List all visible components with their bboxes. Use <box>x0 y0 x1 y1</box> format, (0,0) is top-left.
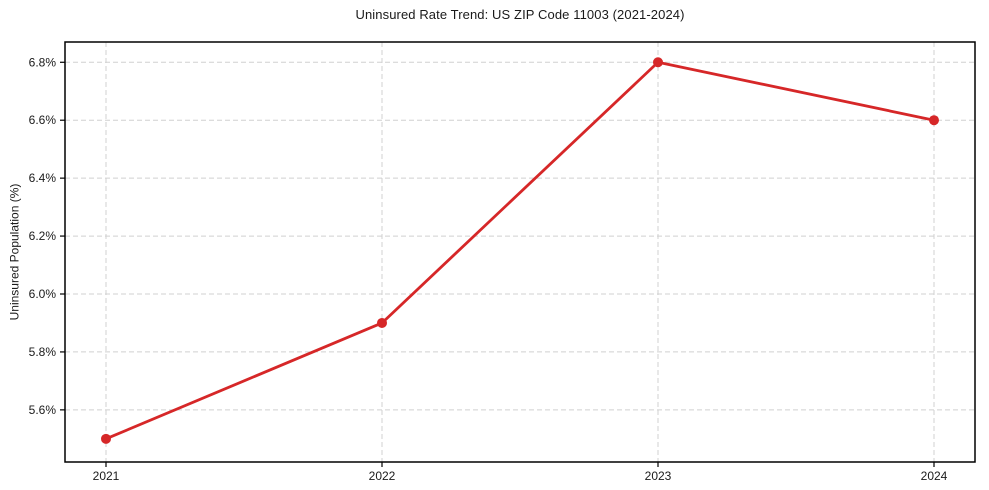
y-tick-label: 6.6% <box>29 113 57 127</box>
x-tick-label: 2021 <box>93 469 120 483</box>
y-tick-label: 6.8% <box>29 55 57 69</box>
data-point <box>653 57 663 68</box>
y-tick-label: 6.0% <box>29 287 57 301</box>
trend-line <box>104 60 936 441</box>
data-point <box>929 115 939 126</box>
gridlines <box>65 42 975 462</box>
data-point <box>101 433 111 444</box>
y-tick-label: 5.8% <box>29 345 57 359</box>
x-tick-label: 2023 <box>645 469 672 483</box>
y-tick-label: 6.2% <box>29 229 57 243</box>
plot-border <box>64 41 976 463</box>
data-point <box>377 317 387 328</box>
x-tick-label: 2022 <box>369 469 396 483</box>
tick-marks <box>60 61 935 467</box>
y-tick-label: 5.6% <box>29 403 57 417</box>
y-tick-label: 6.4% <box>29 171 57 185</box>
chart-title: Uninsured Rate Trend: US ZIP Code 11003 … <box>355 7 685 22</box>
x-tick-label: 2024 <box>921 469 948 483</box>
